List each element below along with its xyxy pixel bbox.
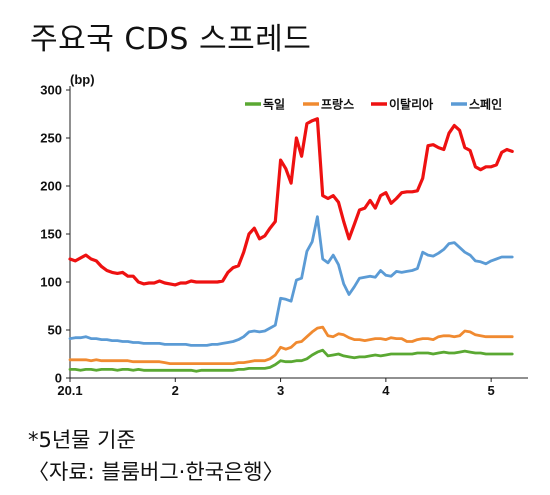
cds-spread-line-chart: (bp) 0 50 100 150 200 250 300 20.1 2 3 4 5 독일 프랑스 이탈리… <box>40 72 528 398</box>
y-tick-label: 150 <box>40 227 62 242</box>
legend-label: 이탈리아 <box>389 97 433 112</box>
x-tick-label: 2 <box>172 383 179 398</box>
x-tick-label: 3 <box>277 383 284 398</box>
series-line-스페인 <box>68 215 514 347</box>
x-tick-label: 20.1 <box>57 383 82 398</box>
legend: 독일 프랑스 이탈리아 스페인 <box>245 97 502 112</box>
x-tick-label: 4 <box>382 383 390 398</box>
y-tick-label: 200 <box>40 179 62 194</box>
y-unit-label: (bp) <box>70 72 95 87</box>
y-tick-label: 250 <box>40 131 62 146</box>
series-line-프랑스 <box>68 325 514 366</box>
legend-label: 프랑스 <box>321 98 354 112</box>
chart-title: 주요국 CDS 스프레드 <box>30 22 312 57</box>
y-tick-label: 50 <box>48 323 62 338</box>
series-layer <box>68 117 514 373</box>
y-tick-label: 300 <box>40 83 62 98</box>
axes: 0 50 100 150 200 250 300 20.1 2 3 4 5 <box>40 83 528 398</box>
x-tick-label: 5 <box>488 383 495 398</box>
note-basis: *5년물 기준 <box>28 428 136 452</box>
series-line-이탈리아 <box>68 117 514 287</box>
series-line-독일 <box>68 348 514 373</box>
y-tick-label: 100 <box>40 275 62 290</box>
legend-label: 스페인 <box>469 97 502 112</box>
y-tick-label: 0 <box>55 371 62 386</box>
note-source: 〈자료: 블룸버그·한국은행〉 <box>28 460 284 484</box>
legend-label: 독일 <box>263 98 285 112</box>
